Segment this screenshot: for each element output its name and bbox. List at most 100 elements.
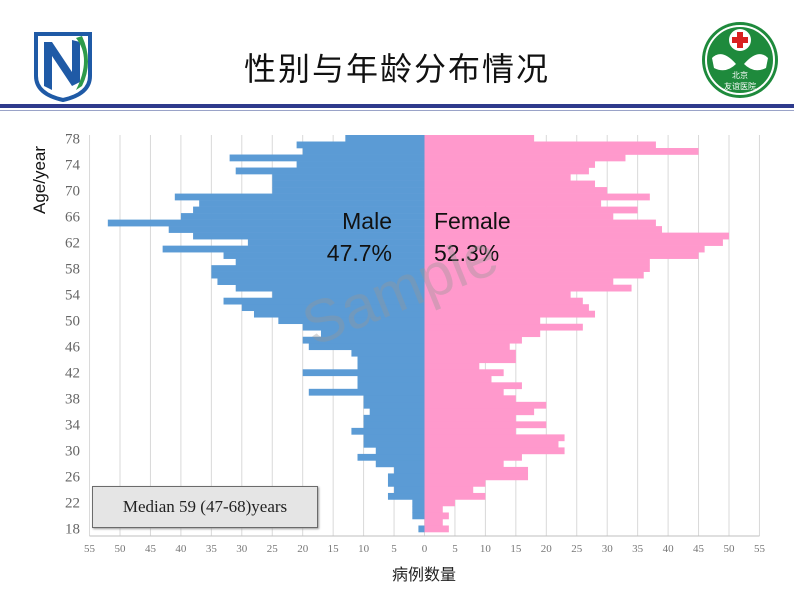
bar-male-age-61 xyxy=(162,245,425,253)
x-tick-label: 35 xyxy=(206,543,218,555)
bar-male-age-77 xyxy=(296,141,425,149)
y-tick-label: 54 xyxy=(65,287,81,303)
bar-male-age-55 xyxy=(235,284,425,292)
bar-male-age-21 xyxy=(412,505,425,513)
x-tick-labels: 55 50 45 40 35 30 25 20 15 10 5 0 5 10 15 20 25 30 35 40 45 5… xyxy=(84,543,765,555)
bar-male-age-72 xyxy=(272,174,425,181)
page-title: 性别与年龄分布情况 xyxy=(243,50,550,88)
hospital-logo-right: 北京 友谊医院 xyxy=(700,18,780,102)
bar-male-age-46 xyxy=(308,343,425,351)
bar-male-age-38 xyxy=(363,395,425,403)
bar-male-age-29 xyxy=(357,453,425,461)
bar-male-age-58 xyxy=(211,265,425,272)
bar-female-age-54 xyxy=(424,291,571,299)
y-tick-label: 78 xyxy=(65,131,80,147)
bar-female-age-21 xyxy=(424,505,443,513)
bar-male-age-23 xyxy=(387,492,425,500)
y-tick-label: 38 xyxy=(65,392,80,408)
bar-female-age-68 xyxy=(424,200,602,207)
bar-male-age-54 xyxy=(272,291,425,299)
bar-male-age-36 xyxy=(369,408,425,416)
bar-male-age-66 xyxy=(180,213,425,220)
median-age-note: Median 59 (47-68)years xyxy=(92,486,318,528)
bar-female-age-24 xyxy=(424,486,474,494)
bar-male-age-56 xyxy=(217,278,425,285)
bar-female-age-23 xyxy=(424,492,486,500)
x-tick-label: 30 xyxy=(236,543,248,555)
x-tick-label: 15 xyxy=(328,543,340,555)
bar-male-age-73 xyxy=(235,167,425,175)
bar-female-age-46 xyxy=(424,343,510,351)
bar-female-age-63 xyxy=(424,232,729,240)
bar-female-age-62 xyxy=(424,239,723,246)
bar-female-age-50 xyxy=(424,317,541,325)
bar-male-age-26 xyxy=(387,473,425,481)
bar-female-age-65 xyxy=(424,219,656,227)
y-tick-label: 46 xyxy=(65,340,81,356)
bar-male-age-64 xyxy=(168,226,425,233)
bar-female-age-49 xyxy=(424,323,583,331)
bar-male-age-60 xyxy=(223,252,425,259)
bar-male-age-47 xyxy=(302,336,425,344)
y-tick-labels: 18 22 26 30 34 38 42 46 50 54 58 62 66 70 74 78 xyxy=(65,131,81,537)
y-tick-label: 42 xyxy=(65,366,80,382)
y-tick-label: 74 xyxy=(65,157,81,173)
bar-female-age-22 xyxy=(424,499,455,507)
y-tick-label: 62 xyxy=(65,235,80,251)
bar-female-age-20 xyxy=(424,512,449,520)
bar-female-age-60 xyxy=(424,252,699,259)
bar-female-age-56 xyxy=(424,278,614,285)
bar-male-age-70 xyxy=(272,187,425,194)
x-tick-label: 25 xyxy=(571,543,583,555)
bar-female-age-64 xyxy=(424,226,663,233)
bar-female-age-33 xyxy=(424,427,516,435)
bar-female-age-58 xyxy=(424,265,650,272)
bar-male-age-35 xyxy=(363,414,425,422)
bar-male-age-41 xyxy=(357,375,425,383)
x-tick-label: 55 xyxy=(84,543,96,555)
female-percent: 52.3% xyxy=(434,240,499,266)
hospital-logo-left xyxy=(32,28,94,103)
bar-female-age-43 xyxy=(424,362,480,370)
bar-female-age-36 xyxy=(424,408,535,416)
bar-female-age-66 xyxy=(424,213,614,220)
bar-male-age-65 xyxy=(107,219,425,227)
logo-right-text-2: 友谊医院 xyxy=(724,81,756,91)
x-tick-label: 0 xyxy=(422,543,428,555)
bar-male-age-37 xyxy=(363,401,425,409)
bar-female-age-28 xyxy=(424,460,504,468)
median-age-text: Median 59 (47-68)years xyxy=(122,497,288,516)
bar-female-age-35 xyxy=(424,414,516,422)
x-tick-label: 35 xyxy=(632,543,644,555)
bar-male-age-76 xyxy=(302,148,425,155)
male-percent: 47.7% xyxy=(327,240,392,266)
bar-male-age-34 xyxy=(363,421,425,429)
x-axis-label: 病例数量 xyxy=(392,565,456,584)
bar-male-age-67 xyxy=(193,206,425,214)
bar-female-age-69 xyxy=(424,193,650,201)
bar-female-age-53 xyxy=(424,297,583,305)
x-tick-label: 15 xyxy=(510,543,522,555)
bar-female-age-70 xyxy=(424,187,608,194)
bar-male-age-25 xyxy=(387,479,425,487)
bar-male-age-22 xyxy=(412,499,425,507)
bar-male-age-52 xyxy=(241,304,425,312)
y-tick-label: 34 xyxy=(65,418,81,434)
x-tick-label: 10 xyxy=(480,543,492,555)
bar-female-age-18 xyxy=(424,525,449,533)
bar-male-age-24 xyxy=(394,486,425,494)
bar-female-age-76 xyxy=(424,148,699,155)
bar-female-age-71 xyxy=(424,180,596,188)
x-tick-label: 50 xyxy=(724,543,736,555)
bar-female-age-47 xyxy=(424,336,522,344)
bar-male-age-28 xyxy=(375,460,425,468)
bar-male-age-33 xyxy=(351,427,425,435)
y-tick-label: 30 xyxy=(65,444,80,460)
bar-male-age-27 xyxy=(394,466,425,474)
bar-female-age-37 xyxy=(424,401,547,409)
bar-male-age-39 xyxy=(308,388,425,396)
bar-female-age-77 xyxy=(424,141,656,149)
bar-male-age-48 xyxy=(320,330,425,338)
bar-female-age-34 xyxy=(424,421,547,429)
y-tick-label: 66 xyxy=(65,209,81,225)
